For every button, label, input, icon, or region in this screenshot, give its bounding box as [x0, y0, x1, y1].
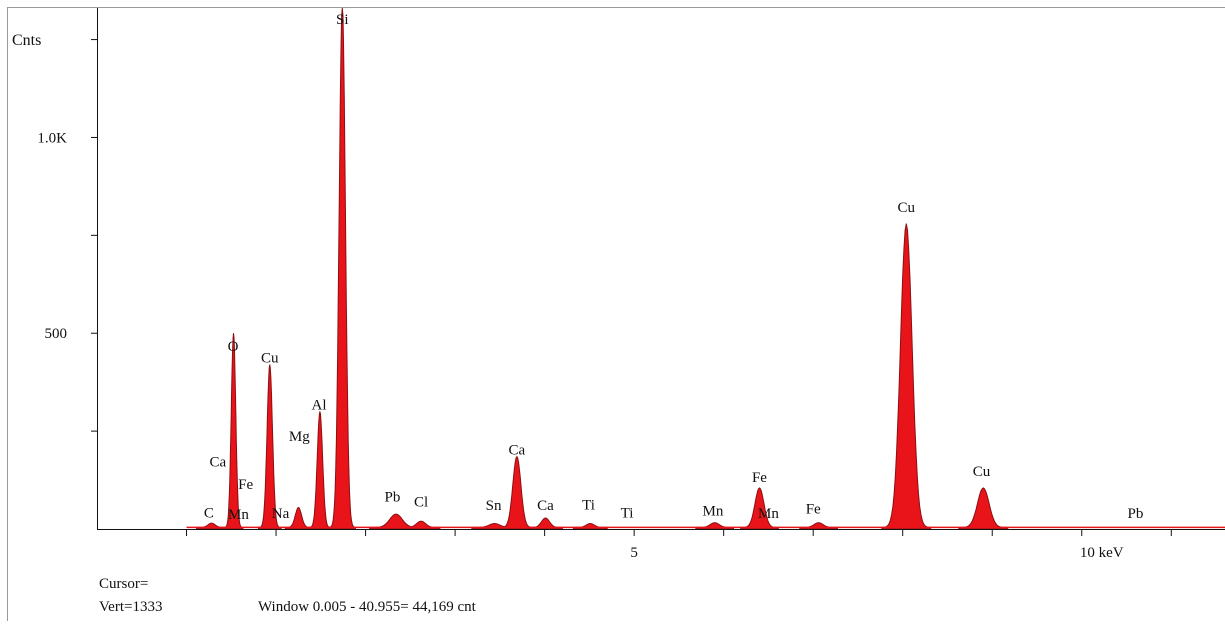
- peak-label-mn-17: Mn: [703, 504, 724, 520]
- peak-label-cl-11: Cl: [414, 494, 428, 510]
- window-border: [8, 8, 1225, 622]
- peak-label-fe-20: Fe: [806, 501, 821, 517]
- x-tick-label-10: 10 keV: [1080, 545, 1124, 561]
- peak-label-mn-8: Mn: [228, 507, 249, 523]
- peak-si-5: [329, 8, 355, 529]
- peak-cu-2: [259, 365, 282, 529]
- peak-label-pb-23: Pb: [1128, 506, 1144, 522]
- peak-o-1: [224, 333, 243, 529]
- cursor-readout: Cursor=: [99, 576, 148, 593]
- peak-label-ti-15: Ti: [582, 497, 595, 513]
- peak-label-ca-13: Ca: [509, 443, 526, 459]
- peak-ca-9: [500, 457, 534, 529]
- y-tick-label-500: 500: [45, 326, 68, 342]
- peak-label-si-0: Si: [336, 12, 349, 28]
- peak-label-na-9: Na: [272, 506, 290, 522]
- peak-label-pb-10: Pb: [385, 490, 401, 506]
- peak-label-fe-18: Fe: [752, 470, 767, 486]
- peak-label-o-1: O: [228, 339, 239, 355]
- peak-label-cu-2: Cu: [261, 351, 279, 367]
- window-count-readout: Window 0.005 - 40.955= 44,169 cnt: [258, 599, 476, 616]
- peak-label-mg-4: Mg: [289, 429, 310, 445]
- peak-label-mn-19: Mn: [758, 506, 779, 522]
- peak-label-ca-5: Ca: [210, 454, 227, 470]
- vertical-scale-readout: Vert=1333: [99, 599, 162, 616]
- peak-label-cu-21: Cu: [898, 200, 916, 216]
- x-tick-label-5: 5: [630, 545, 638, 561]
- peak-label-al-3: Al: [312, 398, 327, 414]
- peak-label-fe-6: Fe: [238, 477, 253, 493]
- peak-label-ca-14: Ca: [537, 498, 554, 514]
- peak-cu-16: [959, 488, 1008, 529]
- peak-label-c-7: C: [204, 505, 214, 521]
- peak-label-sn-12: Sn: [486, 498, 502, 514]
- peak-cu-15: [882, 224, 931, 529]
- peak-al-4: [309, 412, 332, 530]
- y-axis-label: Cnts: [12, 32, 41, 50]
- y-tick-label-1000: 1.0K: [37, 130, 67, 146]
- peak-label-ti-16: Ti: [621, 505, 634, 521]
- peak-label-cu-22: Cu: [973, 464, 991, 480]
